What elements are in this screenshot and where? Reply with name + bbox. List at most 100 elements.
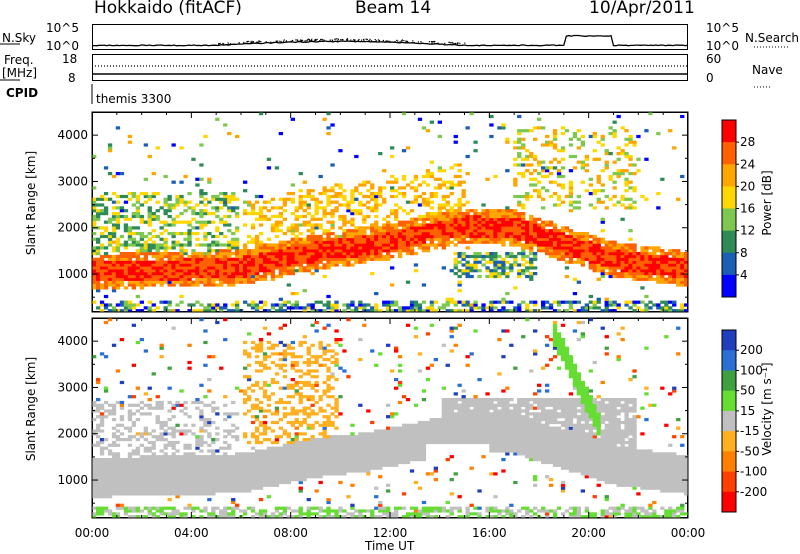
power-cell — [115, 212, 121, 216]
power-cell — [417, 243, 423, 247]
power-cell — [135, 232, 140, 236]
velocity-cell — [131, 478, 136, 482]
power-cell — [163, 229, 168, 233]
power-cell — [457, 212, 462, 216]
power-cell — [123, 266, 129, 270]
power-cell — [171, 246, 176, 250]
power-cell — [374, 243, 379, 247]
power-cell — [334, 263, 339, 267]
velocity-cell — [239, 486, 244, 490]
power-cell — [453, 217, 458, 221]
power-cell — [576, 137, 581, 141]
power-cell — [302, 203, 307, 207]
power-cell — [338, 260, 343, 264]
velocity-cell — [286, 480, 291, 485]
velocity-cell — [179, 432, 184, 436]
power-cell — [465, 200, 470, 204]
velocity-cell — [195, 469, 200, 473]
power-cell — [485, 232, 490, 236]
velocity-cell — [199, 429, 204, 433]
power-cell — [366, 189, 371, 193]
power-cell — [624, 260, 629, 264]
power-cell — [533, 303, 538, 307]
power-cell — [397, 229, 403, 233]
velocity-cell — [175, 423, 180, 427]
velocity-cell — [131, 480, 136, 485]
velocity-cell — [262, 483, 268, 487]
power-cell — [640, 269, 645, 273]
power-cell — [187, 232, 192, 236]
velocity-cell — [239, 469, 244, 473]
velocity-cell — [278, 466, 283, 470]
velocity-cell — [167, 515, 172, 519]
power-cell — [135, 266, 140, 270]
power-cell — [644, 197, 649, 201]
power-cell — [107, 257, 113, 261]
power-cell — [493, 214, 498, 219]
power-cell — [453, 203, 458, 207]
power-cell — [489, 269, 494, 273]
power-cell — [96, 249, 101, 253]
power-cell — [401, 249, 407, 253]
power-cell — [453, 257, 458, 261]
power-cell — [378, 309, 383, 313]
power-cell — [386, 252, 391, 256]
power-cell — [354, 212, 359, 216]
velocity-cell — [282, 369, 287, 373]
velocity-cell — [274, 438, 280, 442]
velocity-cell — [183, 483, 188, 487]
power-cell — [258, 254, 264, 259]
velocity-cell — [310, 472, 315, 476]
power-cell — [632, 163, 637, 167]
power-cell — [103, 229, 109, 233]
velocity-cell — [231, 483, 236, 487]
power-cell — [648, 274, 653, 279]
power-cell — [545, 140, 550, 144]
velocity-cell — [147, 449, 152, 453]
velocity-cell — [247, 398, 252, 402]
power-cell — [568, 143, 574, 147]
power-cell — [401, 237, 407, 241]
power-cell — [262, 206, 268, 210]
power-cell — [290, 266, 295, 270]
velocity-cell — [215, 455, 220, 459]
power-cell — [437, 206, 442, 210]
power-cell — [350, 243, 355, 247]
power-cell — [386, 303, 391, 307]
power-cell — [151, 234, 156, 239]
power-cell — [628, 243, 633, 247]
power-cell — [207, 266, 212, 270]
power-cell — [119, 252, 125, 256]
velocity-cell — [119, 478, 125, 482]
power-cell — [481, 220, 486, 224]
power-cell — [111, 286, 117, 290]
velocity-cell — [250, 435, 256, 439]
velocity-cell — [306, 443, 311, 447]
velocity-cell — [123, 438, 129, 442]
velocity-cell — [294, 380, 299, 385]
velocity-cell — [107, 469, 113, 473]
power-cell — [517, 163, 522, 167]
power-cell — [231, 246, 236, 250]
power-cell — [378, 232, 383, 236]
power-cell — [243, 254, 248, 259]
velocity-cell — [167, 366, 172, 370]
power-cell — [282, 200, 287, 204]
velocity-cell — [131, 492, 136, 496]
power-cell — [187, 269, 192, 273]
power-cell — [286, 197, 291, 201]
velocity-cell — [215, 438, 220, 442]
velocity-cell — [207, 455, 212, 459]
power-cell — [262, 214, 268, 219]
velocity-cell — [262, 380, 268, 385]
velocity-cell — [239, 475, 244, 479]
power-cell — [620, 203, 625, 207]
velocity-cell — [286, 449, 291, 453]
power-cell — [449, 186, 454, 190]
power-cell — [481, 237, 486, 241]
power-cell — [616, 169, 621, 173]
power-cell — [294, 260, 299, 264]
velocity-cell — [139, 492, 144, 496]
power-cell — [390, 146, 395, 150]
velocity-cell — [131, 423, 136, 427]
